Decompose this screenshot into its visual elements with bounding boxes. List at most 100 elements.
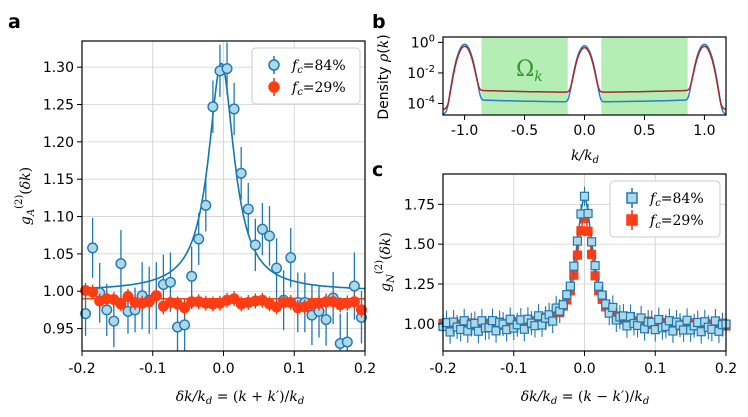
panel-a-point-high	[249, 239, 261, 251]
panel-label-a: a	[8, 11, 21, 33]
panel-c-chart: -0.2 -0.1 0.0 0.1 0.2 1.00 1.25 1.50 1.75 δk/kd …	[374, 173, 737, 407]
panel-a-point-high	[320, 314, 332, 326]
panel-a-legend: fc=84% fc=29%	[251, 47, 361, 105]
panel-c-ytick-label: 1.25	[404, 277, 435, 293]
panel-a-xtick-label: -0.1	[139, 361, 166, 377]
panel-a-point-low	[115, 298, 127, 310]
panel-c-ytick-label: 1.00	[404, 317, 435, 333]
panel-c-point-high	[562, 290, 572, 300]
panel-a-ytick-label: 1.00	[43, 284, 74, 300]
panel-a-xtick-label: 0.1	[283, 361, 305, 377]
panel-c-legend: fc=84% fc=29%	[609, 180, 721, 238]
panel-a-point-high	[87, 242, 99, 254]
panel-c-ytick-label: 1.75	[404, 197, 435, 213]
panel-a-point-low	[150, 290, 162, 302]
panel-a-point-high	[271, 262, 283, 274]
panel-label-c: c	[372, 159, 383, 181]
panel-c-xlabel: δk/kd = (k − k′)/kd	[521, 389, 650, 407]
panel-b-xtick-label: -0.5	[511, 123, 538, 139]
panel-b-ytick-label: 10-4	[407, 95, 435, 113]
panel-c-xtick-label: 0.0	[573, 361, 595, 377]
panel-a-xtick-label: -0.2	[68, 361, 95, 377]
panel-b-xtick-label: -1.0	[451, 123, 478, 139]
panel-c-ylabel: gN(2)(δk)	[374, 232, 397, 292]
panel-a-point-high	[242, 203, 254, 215]
panel-c-point-high	[586, 237, 597, 247]
legend-text-high: fc=84%	[649, 191, 704, 209]
panel-c-point-low	[586, 249, 597, 259]
panel-a-ytick-label: 1.25	[43, 97, 74, 113]
panel-b-xtick-label: 0.5	[633, 123, 655, 139]
panel-c-point-high	[548, 316, 558, 326]
panel-a-point-high	[235, 167, 247, 179]
panel-a-xtick-label: 0.2	[354, 361, 376, 377]
panel-c-point-low	[572, 250, 583, 260]
panel-c-point-high	[597, 290, 607, 300]
panel-a-ytick-label: 1.30	[43, 60, 74, 76]
legend-text-low: fc=29%	[649, 213, 704, 231]
panel-a-xlabel: δk/kd = (k + k′)/kd	[176, 389, 305, 407]
panel-a-point-high	[285, 252, 297, 264]
legend-marker-high	[268, 59, 280, 71]
panel-b-ytick-label: 10-2	[407, 64, 435, 82]
panel-c-point-high	[590, 261, 600, 271]
legend-text-low: fc=29%	[291, 80, 346, 98]
panel-c-point-high	[569, 261, 579, 271]
legend-text-high: fc=84%	[291, 58, 346, 76]
panel-b-shaded-region	[601, 37, 688, 115]
panel-a-point-high	[179, 319, 191, 331]
legend-marker-high	[626, 192, 638, 204]
panel-b-xlabel: k/kd	[571, 148, 599, 166]
panel-a-point-high	[108, 315, 120, 327]
panel-b-xtick-label: 1.0	[693, 123, 715, 139]
legend-marker-low	[626, 214, 638, 226]
panel-c-xtick-label: -0.1	[500, 361, 527, 377]
panel-a-chart: -0.2 -0.1 0.0 0.1 0.2 0.95 1.00 1.05 1.10 1.15 1.2…	[14, 40, 376, 407]
panel-a-point-high	[101, 304, 113, 316]
panel-c-point-high	[608, 302, 618, 313]
panel-a-point-high	[115, 258, 127, 270]
panel-c-point-high	[594, 281, 604, 291]
panel-a-point-high	[341, 336, 353, 348]
panel-b-ytick-label: 100	[411, 33, 435, 51]
panel-b-density-line-low	[442, 45, 727, 111]
panel-c-point-high	[558, 300, 568, 310]
panel-c-xtick-label: -0.2	[429, 361, 456, 377]
panel-a-point-low	[87, 286, 99, 298]
legend-marker-low	[268, 81, 280, 93]
panel-c-point-high	[579, 191, 590, 201]
panel-b-xtick-label: 0.0	[573, 123, 595, 139]
panel-a-point-high	[186, 270, 198, 282]
panel-c-point-low	[583, 226, 593, 236]
panel-a-point-high	[263, 230, 275, 242]
panel-a-ytick-label: 1.05	[43, 247, 74, 263]
panel-b-density-line-high	[442, 43, 727, 115]
panel-a-ytick-label: 1.10	[43, 210, 74, 226]
panel-c-xtick-label: 0.1	[644, 361, 666, 377]
panel-c-point-high	[583, 208, 593, 219]
panel-b-ylabel: Density ρ(k)	[376, 34, 392, 119]
panel-a-point-low	[348, 296, 360, 308]
panel-c-point-high	[565, 281, 575, 291]
panel-a-point-low	[122, 290, 134, 302]
panel-a-ytick-label: 1.20	[43, 135, 74, 151]
panel-c-point-high	[572, 236, 583, 246]
panel-a-point-high	[228, 103, 240, 115]
panel-a-point-low	[355, 304, 367, 316]
panel-a-xtick-label: 0.0	[212, 361, 234, 377]
panel-a-point-high	[164, 276, 176, 288]
panel-a-point-high	[80, 308, 92, 320]
panel-a-point-high	[348, 280, 360, 292]
panel-a-point-high	[221, 63, 233, 75]
panel-a-ytick-label: 1.15	[43, 172, 74, 188]
panel-a-point-high	[193, 233, 205, 245]
panel-c-xtick-label: 0.2	[715, 361, 737, 377]
panel-a-point-low	[179, 302, 191, 314]
panel-a-point-high	[207, 101, 219, 113]
panel-a-point-high	[256, 223, 268, 235]
panel-a-ylabel: gA(2)(δk)	[14, 167, 37, 225]
panel-a-point-high	[200, 199, 212, 211]
panel-a-ytick-label: 0.95	[43, 322, 74, 338]
